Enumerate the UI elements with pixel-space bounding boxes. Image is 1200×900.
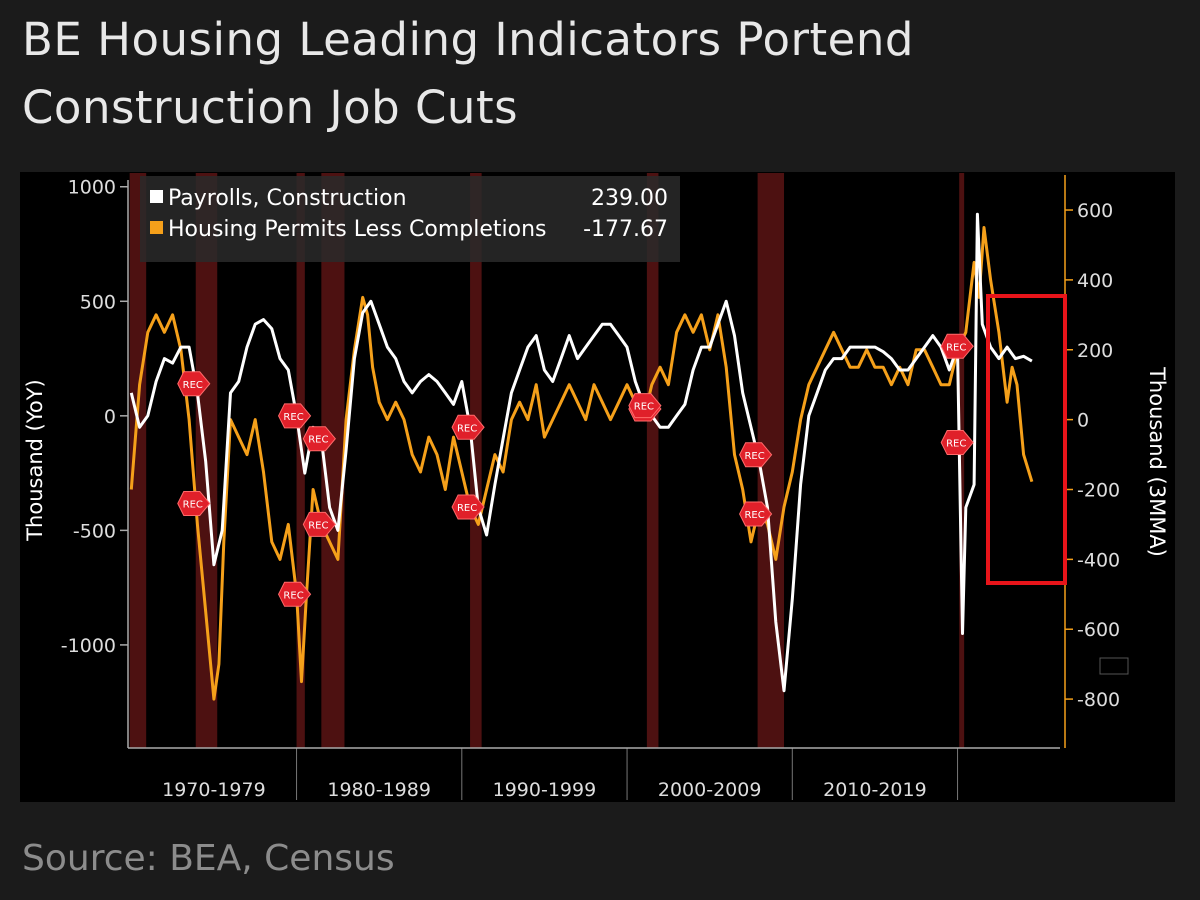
recession-tag-label: REC xyxy=(283,590,303,601)
recession-tag xyxy=(302,511,336,537)
chart-title: BE Housing Leading Indicators Portend Co… xyxy=(22,13,914,134)
recession-tag-label: REC xyxy=(183,499,203,510)
x-tick-label: 1980-1989 xyxy=(327,779,431,801)
recession-tag-label: REC xyxy=(457,423,477,434)
y-tick-label: 1000 xyxy=(68,177,116,199)
y2-tick-label: 0 xyxy=(1077,410,1089,432)
y-tick-label: 0 xyxy=(104,406,116,428)
series-line xyxy=(129,226,1034,701)
recession-tag-label: REC xyxy=(744,510,764,521)
y2-tick-label: -400 xyxy=(1077,549,1120,571)
recession-tag xyxy=(628,393,662,419)
recession-tag xyxy=(739,442,773,468)
recession-tag xyxy=(177,490,211,516)
legend-box xyxy=(140,176,680,262)
x-tick-label: 2010-2019 xyxy=(823,779,927,801)
x-tick-label: 1990-1999 xyxy=(493,779,597,801)
legend-label: Housing Permits Less Completions xyxy=(168,217,547,242)
y2-tick-label: -200 xyxy=(1077,479,1120,501)
y2-tick-label: 400 xyxy=(1077,270,1113,292)
recession-tag-label: REC xyxy=(946,439,966,450)
highlight-box xyxy=(986,294,1067,585)
recession-tag-label: REC xyxy=(457,503,477,514)
source-note: Source: BEA, Census xyxy=(22,838,395,879)
recession-band xyxy=(129,173,147,748)
series-line xyxy=(129,212,1033,693)
recession-tag-label: REC xyxy=(183,380,203,391)
recession-tag-label: REC xyxy=(946,342,966,353)
recession-tag-label: REC xyxy=(283,412,303,423)
recession-band xyxy=(646,173,659,748)
recession-tag-label: REC xyxy=(308,435,328,446)
recession-band xyxy=(470,173,482,748)
legend-label: Payrolls, Construction xyxy=(168,186,407,211)
legend-value: -177.67 xyxy=(583,217,668,242)
recession-tag xyxy=(451,494,485,520)
recession-tag-label: REC xyxy=(634,402,654,413)
recession-tag xyxy=(177,371,211,397)
recession-tag-label: REC xyxy=(744,451,764,462)
recession-tag xyxy=(277,581,312,607)
y2-axis-title: Thousand (3MMA) xyxy=(1145,366,1169,557)
x-tick-label: 1970-1979 xyxy=(162,779,266,801)
y2-tick-label: 200 xyxy=(1077,340,1113,362)
legend-value: 239.00 xyxy=(591,186,668,211)
recession-tag xyxy=(940,333,974,359)
recession-tag xyxy=(739,501,773,527)
recession-tag xyxy=(277,403,312,429)
recession-band xyxy=(321,173,345,748)
y2-tick-label: -600 xyxy=(1077,619,1120,641)
recession-band xyxy=(296,173,305,748)
y-axis-title: Thousand (YoY) xyxy=(23,379,47,542)
x-tick-label: 2000-2009 xyxy=(658,779,762,801)
recession-tag xyxy=(302,426,336,452)
recession-tag-label: REC xyxy=(308,520,328,531)
legend-swatch xyxy=(150,221,163,234)
recession-band xyxy=(959,173,965,748)
y2-tick-label: 600 xyxy=(1077,200,1113,222)
y-tick-label: -500 xyxy=(73,520,116,542)
y2-tick-label: -800 xyxy=(1077,689,1120,711)
y-tick-label: -1000 xyxy=(61,635,116,657)
y-tick-label: 500 xyxy=(80,291,116,313)
recession-tag xyxy=(940,430,974,456)
chart-icon xyxy=(1099,657,1129,675)
recession-tag xyxy=(451,414,485,440)
legend-swatch xyxy=(150,190,163,203)
